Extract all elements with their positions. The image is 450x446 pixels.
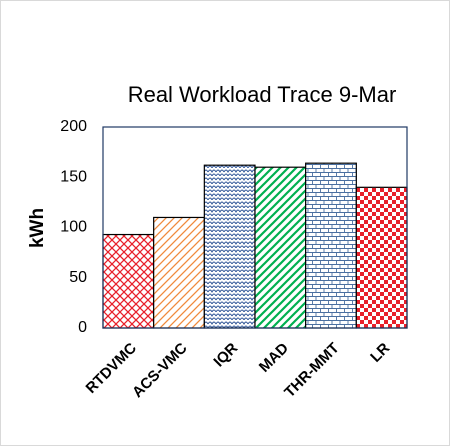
y-tick-label: 0: [78, 319, 87, 336]
bar: [355, 186, 408, 329]
bar: [254, 166, 307, 329]
plot-frame: [102, 126, 408, 329]
bar: [203, 164, 256, 329]
y-tick-label: 150: [60, 168, 87, 185]
bar: [102, 233, 155, 329]
bar: [305, 162, 357, 329]
y-axis-label: kWh: [27, 208, 48, 248]
y-tick-label: 50: [69, 269, 87, 286]
y-tick-label: 100: [60, 219, 87, 236]
y-tick-label: 200: [60, 118, 87, 135]
chart-title: Real Workload Trace 9-Mar: [128, 82, 397, 107]
bar: [153, 216, 205, 329]
